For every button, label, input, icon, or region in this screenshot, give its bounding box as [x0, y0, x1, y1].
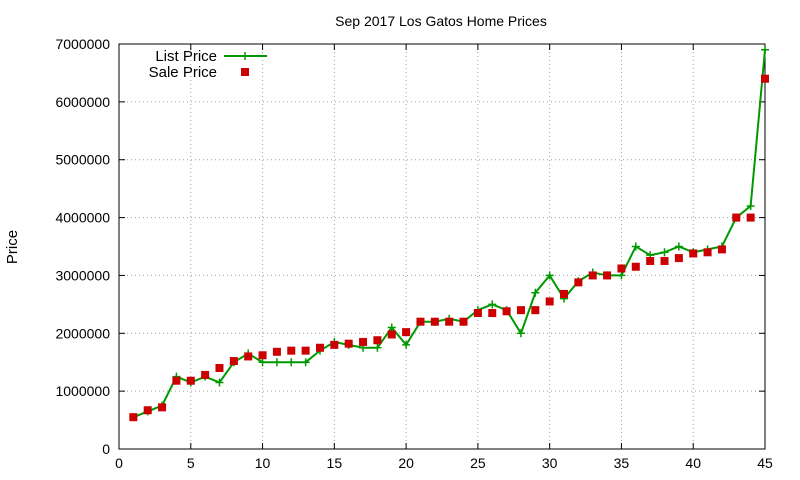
- y-axis-label: Price: [4, 230, 21, 264]
- sale-price-point: [761, 74, 769, 83]
- sale-price-point: [531, 306, 540, 315]
- list-price-point: [488, 300, 497, 309]
- sale-price-point: [430, 317, 439, 326]
- list-price-point: [531, 288, 540, 297]
- sale-price-point: [244, 352, 253, 361]
- list-price-point: [674, 242, 683, 251]
- sale-price-point: [402, 328, 411, 337]
- sale-price-point: [473, 309, 482, 318]
- list-price-point: [660, 248, 669, 257]
- list-price-point: [617, 271, 626, 280]
- sale-price-point: [502, 307, 511, 316]
- list-price-point: [761, 45, 769, 54]
- list-price-point: [258, 358, 267, 367]
- list-price-point: [402, 340, 411, 349]
- sale-price-point: [588, 271, 597, 280]
- legend-label-list-price: List Price: [155, 48, 217, 65]
- sale-price-point: [516, 306, 525, 315]
- sale-price-point: [387, 330, 396, 339]
- y-tick-label: 3000000: [55, 267, 110, 283]
- x-tick-label: 15: [327, 455, 343, 471]
- y-tick-label: 6000000: [55, 94, 110, 110]
- sale-price-point: [359, 337, 368, 346]
- legend-marker-sale-price: [241, 68, 249, 76]
- sale-price-point: [186, 376, 195, 385]
- x-tick-label: 10: [255, 455, 271, 471]
- sale-price-point: [631, 262, 640, 271]
- x-tick-label: 5: [187, 455, 195, 471]
- sale-price-point: [158, 403, 167, 412]
- sale-price-point: [229, 357, 238, 366]
- y-tick-label: 5000000: [55, 152, 110, 168]
- sale-price-point: [330, 340, 339, 349]
- sale-price-point: [373, 336, 382, 345]
- sale-price-point: [603, 271, 612, 280]
- list-price-point: [516, 329, 525, 338]
- x-tick-label: 30: [542, 455, 558, 471]
- list-price-point: [746, 202, 755, 210]
- axes: 0 5 10 15 20 25 30 35 40 45 0 1000000 2000000 3000000…: [55, 36, 773, 471]
- y-tick-label: 4000000: [55, 210, 110, 226]
- sale-price-point: [674, 254, 683, 263]
- list-price-point: [301, 358, 310, 367]
- list-price-point: [373, 343, 382, 352]
- sale-price-point: [129, 413, 138, 422]
- x-tick-label: 0: [115, 455, 123, 471]
- y-tick-label: 0: [102, 441, 110, 457]
- series: [129, 45, 769, 422]
- x-tick-label: 45: [757, 455, 773, 471]
- x-tick-label: 40: [685, 455, 701, 471]
- sale-price-point: [172, 376, 181, 385]
- sale-price-point: [201, 370, 210, 379]
- grid: [119, 44, 765, 449]
- sale-price-point: [215, 364, 224, 372]
- sale-price-point: [344, 339, 353, 348]
- sale-price-point: [732, 213, 741, 222]
- sale-price-point: [258, 351, 267, 360]
- sale-price-point: [703, 248, 712, 257]
- sale-price-point: [717, 245, 726, 254]
- sale-price-point: [416, 317, 425, 326]
- plot-frame: [118, 43, 766, 450]
- sale-price-point: [287, 346, 296, 355]
- list-price-point: [545, 271, 554, 280]
- y-tick-label: 1000000: [55, 383, 110, 399]
- sale-price-point: [272, 347, 281, 356]
- list-price-point: [387, 323, 396, 332]
- list-price-point: [287, 358, 296, 367]
- y-tick-label: 7000000: [55, 36, 110, 52]
- sale-price-point: [646, 256, 655, 265]
- x-tick-label: 35: [614, 455, 630, 471]
- sale-price-point: [445, 317, 454, 326]
- sale-price-point: [660, 256, 669, 265]
- sale-price-point: [689, 249, 698, 258]
- list-price-line: [132, 49, 766, 419]
- list-price-point: [272, 358, 281, 367]
- y-tick-label: 2000000: [55, 325, 110, 341]
- x-tick-label: 25: [470, 455, 486, 471]
- list-price-point: [215, 378, 224, 387]
- sale-price-point: [574, 278, 583, 287]
- legend-label-sale-price: Sale Price: [149, 64, 217, 81]
- sale-price-point: [488, 309, 497, 318]
- chart-title: Sep 2017 Los Gatos Home Prices: [335, 13, 547, 29]
- sale-price-point: [315, 343, 324, 352]
- sale-price-point: [545, 297, 554, 306]
- legend-marker-list-price: [241, 52, 249, 60]
- sale-price-point: [459, 317, 468, 326]
- x-tick-label: 20: [398, 455, 414, 471]
- list-price-point: [631, 242, 640, 251]
- sale-price-point: [301, 346, 310, 355]
- sale-price-point: [746, 213, 755, 222]
- sale-price-point: [617, 264, 626, 273]
- sale-price-point: [143, 406, 152, 415]
- sale-price-point: [560, 289, 569, 298]
